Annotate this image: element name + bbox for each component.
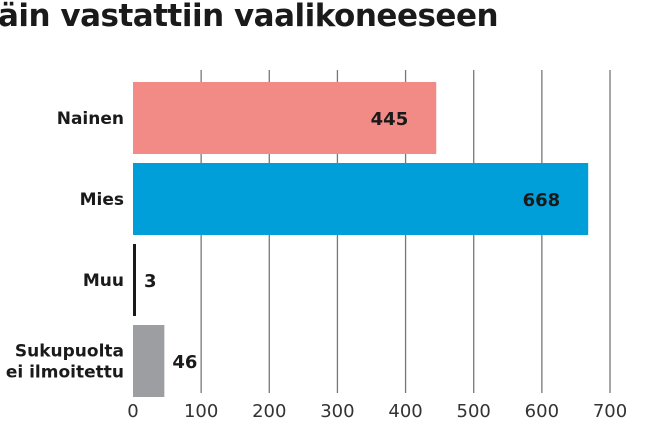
data-label: 445 [371, 109, 409, 130]
data-label: 46 [172, 352, 197, 373]
category-label: Mies [80, 190, 124, 210]
bar-3 [133, 325, 165, 397]
x-tick-label: 500 [457, 401, 491, 422]
x-tick-label: 0 [127, 401, 138, 422]
x-tick-label: 600 [525, 401, 559, 422]
category-label: ei ilmoitettu [6, 363, 124, 383]
chart-title: äin vastattiin vaalikoneeseen [0, 0, 499, 34]
data-label: 668 [523, 190, 561, 211]
x-tick-label: 300 [320, 401, 354, 422]
category-label: Sukupuolta [15, 342, 124, 362]
category-label: Nainen [57, 109, 124, 129]
x-tick-label: 700 [593, 401, 627, 422]
x-tick-label: 400 [388, 401, 422, 422]
data-label: 3 [144, 271, 157, 292]
bar-2 [133, 244, 136, 316]
bar-0 [133, 82, 437, 154]
category-label: Muu [83, 271, 124, 291]
x-tick-label: 100 [184, 401, 218, 422]
x-tick-label: 200 [252, 401, 286, 422]
bar-1 [133, 163, 589, 235]
